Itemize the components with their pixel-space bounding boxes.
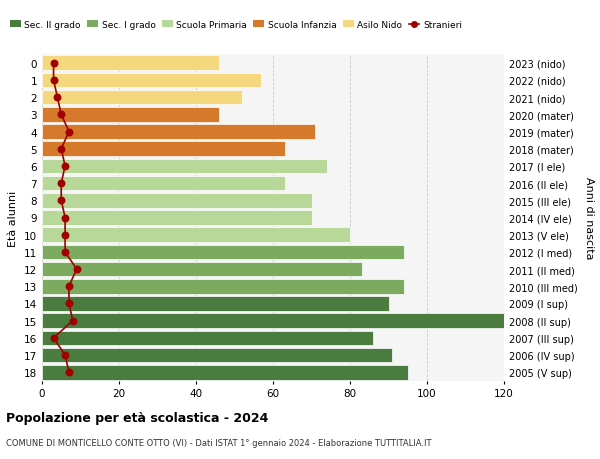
Text: COMUNE DI MONTICELLO CONTE OTTO (VI) - Dati ISTAT 1° gennaio 2024 - Elaborazione: COMUNE DI MONTICELLO CONTE OTTO (VI) - D… <box>6 438 431 448</box>
Point <box>64 369 74 376</box>
Point <box>49 77 58 84</box>
Bar <box>42 211 311 225</box>
Point <box>72 266 82 273</box>
Bar <box>42 262 362 277</box>
Bar <box>42 91 242 105</box>
Legend: Sec. II grado, Sec. I grado, Scuola Primaria, Scuola Infanzia, Asilo Nido, Stran: Sec. II grado, Sec. I grado, Scuola Prim… <box>7 17 466 34</box>
Point <box>61 352 70 359</box>
Bar <box>42 228 350 242</box>
Bar <box>42 108 219 123</box>
Point <box>61 214 70 222</box>
Y-axis label: Anni di nascita: Anni di nascita <box>584 177 594 259</box>
Bar <box>42 348 392 363</box>
Point <box>64 283 74 290</box>
Bar <box>42 313 504 328</box>
Point <box>64 129 74 136</box>
Bar <box>42 245 404 260</box>
Point <box>56 180 66 187</box>
Point <box>56 112 66 119</box>
Bar <box>42 73 262 88</box>
Bar <box>42 194 311 208</box>
Point <box>61 231 70 239</box>
Bar <box>42 331 373 345</box>
Bar <box>42 125 316 140</box>
Bar <box>42 159 327 174</box>
Bar <box>42 56 219 71</box>
Point <box>49 60 58 67</box>
Bar <box>42 176 284 191</box>
Point <box>61 249 70 256</box>
Bar <box>42 280 404 294</box>
Bar <box>42 365 408 380</box>
Point <box>64 300 74 308</box>
Y-axis label: Età alunni: Età alunni <box>8 190 19 246</box>
Point <box>61 163 70 170</box>
Point <box>49 335 58 342</box>
Point <box>56 197 66 205</box>
Point <box>56 146 66 153</box>
Bar <box>42 142 284 157</box>
Text: Popolazione per età scolastica - 2024: Popolazione per età scolastica - 2024 <box>6 411 268 424</box>
Point <box>53 94 62 101</box>
Point <box>68 317 77 325</box>
Bar <box>42 297 389 311</box>
